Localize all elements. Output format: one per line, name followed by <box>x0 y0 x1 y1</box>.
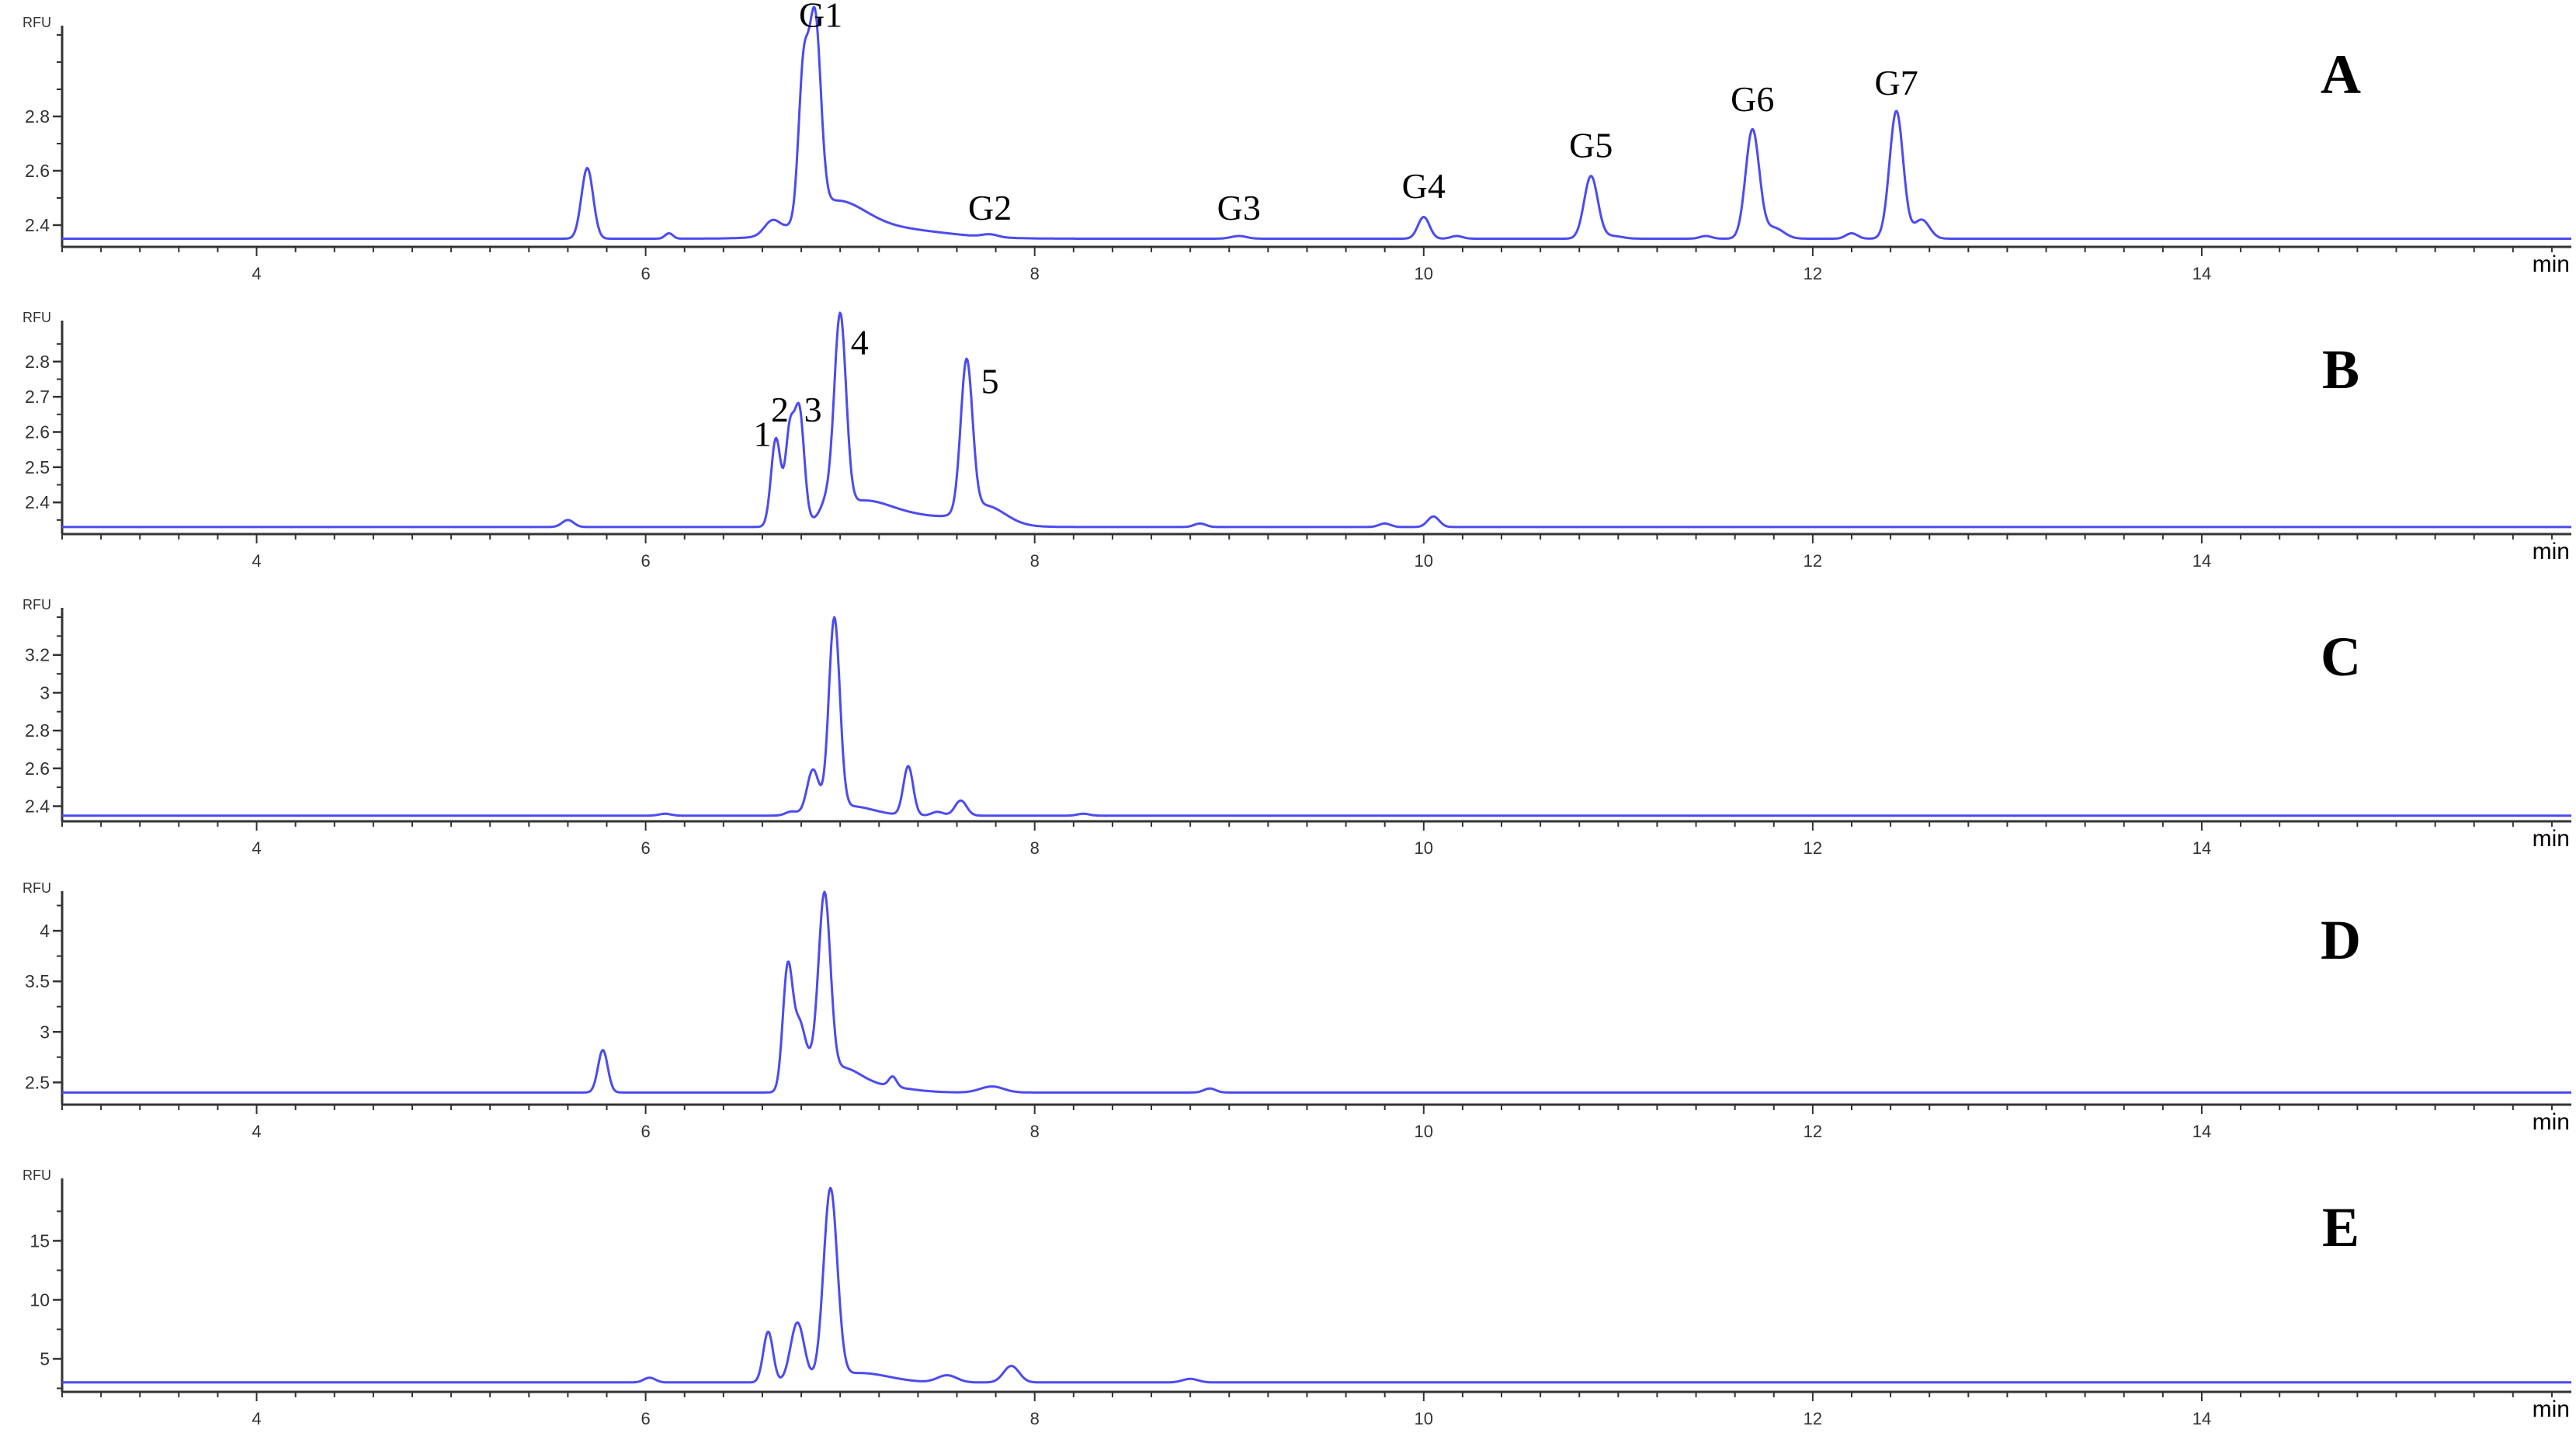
peak-label: G4 <box>1402 166 1446 206</box>
peak-label: 5 <box>981 362 999 401</box>
y-tick-label: 10 <box>30 1289 50 1310</box>
x-tick-label: 10 <box>1415 1409 1433 1428</box>
x-tick-label: 10 <box>1415 264 1433 283</box>
y-tick-label: 2.8 <box>25 352 50 372</box>
x-tick-label: 8 <box>1030 264 1040 283</box>
x-tick-label: 4 <box>252 1409 261 1428</box>
panel-label-c: C <box>2321 626 2361 688</box>
peak-label: G7 <box>1874 63 1918 102</box>
y-tick-label: 2.5 <box>25 1072 50 1092</box>
x-tick-label: 6 <box>641 1122 651 1141</box>
x-tick-label: 8 <box>1030 838 1040 858</box>
y-tick-label: 2.6 <box>25 758 50 779</box>
y-tick-label: 4 <box>40 921 50 941</box>
peak-label: 3 <box>804 390 822 429</box>
x-unit-label: min <box>2533 1109 2570 1135</box>
panel-d: 4 6 8 10 12 14 2.5 3 3.5 4 RFU min D <box>23 880 2572 1141</box>
x-tick-label: 8 <box>1030 1409 1040 1428</box>
x-tick-label: 6 <box>641 264 651 283</box>
chromatogram-trace-a <box>61 5 2572 240</box>
panel-label-a: A <box>2321 43 2361 106</box>
peak-label: 2 <box>771 390 789 429</box>
x-tick-label: 14 <box>2192 264 2211 283</box>
x-tick-label: 14 <box>2192 1122 2211 1141</box>
x-tick-label: 4 <box>252 551 261 571</box>
x-tick-label: 8 <box>1030 551 1040 571</box>
y-unit-label: RFU <box>23 15 51 30</box>
y-unit-label: RFU <box>23 1168 51 1183</box>
peak-label: 4 <box>851 323 869 363</box>
chromatogram-trace-d <box>61 890 2572 1094</box>
panel-c: 4 6 8 10 12 14 2.4 2.6 2.8 3 3.2 RFU min C <box>23 597 2572 858</box>
peak-label: G3 <box>1217 188 1261 227</box>
panel-label-e: E <box>2322 1196 2359 1258</box>
chromatogram-trace-e <box>61 1186 2572 1384</box>
x-tick-label: 10 <box>1415 551 1433 571</box>
panel-a: 4 6 8 10 12 14 2.4 2.6 2.8 RFU min G1 G2 G3 G4 G5 G6 G7 A <box>23 0 2572 283</box>
peak-label: G5 <box>1569 126 1613 165</box>
panel-label-b: B <box>2322 338 2359 401</box>
y-tick-label: 2.6 <box>25 161 50 181</box>
peak-label: G2 <box>968 188 1012 227</box>
x-unit-label: min <box>2533 539 2570 564</box>
x-tick-label: 12 <box>1804 1122 1822 1141</box>
x-tick-label: 14 <box>2192 1409 2211 1428</box>
x-unit-label: min <box>2533 252 2570 277</box>
y-tick-label: 3.5 <box>25 971 50 991</box>
x-tick-label: 8 <box>1030 1122 1040 1141</box>
y-tick-label: 2.8 <box>25 720 50 741</box>
x-tick-label: 12 <box>1804 264 1822 283</box>
x-tick-label: 4 <box>252 838 261 858</box>
x-unit-label: min <box>2533 826 2570 852</box>
x-tick-label: 14 <box>2192 551 2211 571</box>
x-tick-label: 6 <box>641 1409 651 1428</box>
x-tick-label: 10 <box>1415 838 1433 858</box>
y-unit-label: RFU <box>23 880 51 896</box>
chromatogram-trace-c <box>61 616 2572 817</box>
x-tick-label: 4 <box>252 264 261 283</box>
x-tick-label: 4 <box>252 1122 261 1141</box>
y-tick-label: 2.4 <box>25 492 50 512</box>
x-tick-label: 6 <box>641 838 651 858</box>
panel-e: 4 6 8 10 12 14 5 10 15 RFU min E <box>23 1168 2572 1428</box>
y-unit-label: RFU <box>23 597 51 612</box>
y-tick-label: 2.8 <box>25 106 50 127</box>
x-tick-label: 14 <box>2192 838 2211 858</box>
peak-label: G1 <box>799 0 842 35</box>
x-tick-label: 12 <box>1804 1409 1822 1428</box>
y-tick-label: 2.4 <box>25 796 50 817</box>
chromatogram-trace-b <box>61 311 2572 529</box>
x-tick-label: 12 <box>1804 838 1822 858</box>
y-tick-label: 3 <box>40 1022 50 1042</box>
x-tick-label: 6 <box>641 551 651 571</box>
y-tick-label: 3.2 <box>25 645 50 665</box>
y-unit-label: RFU <box>23 310 51 325</box>
x-tick-label: 12 <box>1804 551 1822 571</box>
y-tick-label: 2.6 <box>25 422 50 442</box>
peak-label: G6 <box>1731 79 1774 119</box>
y-tick-label: 2.4 <box>25 215 50 235</box>
panel-label-d: D <box>2321 909 2361 971</box>
y-tick-label: 2.5 <box>25 457 50 477</box>
y-tick-label: 5 <box>40 1348 50 1369</box>
y-tick-label: 3 <box>40 682 50 703</box>
y-tick-label: 2.7 <box>25 387 50 407</box>
x-tick-label: 10 <box>1415 1122 1433 1141</box>
x-unit-label: min <box>2533 1397 2570 1422</box>
peak-label: 1 <box>753 415 771 454</box>
y-tick-label: 15 <box>30 1230 50 1251</box>
